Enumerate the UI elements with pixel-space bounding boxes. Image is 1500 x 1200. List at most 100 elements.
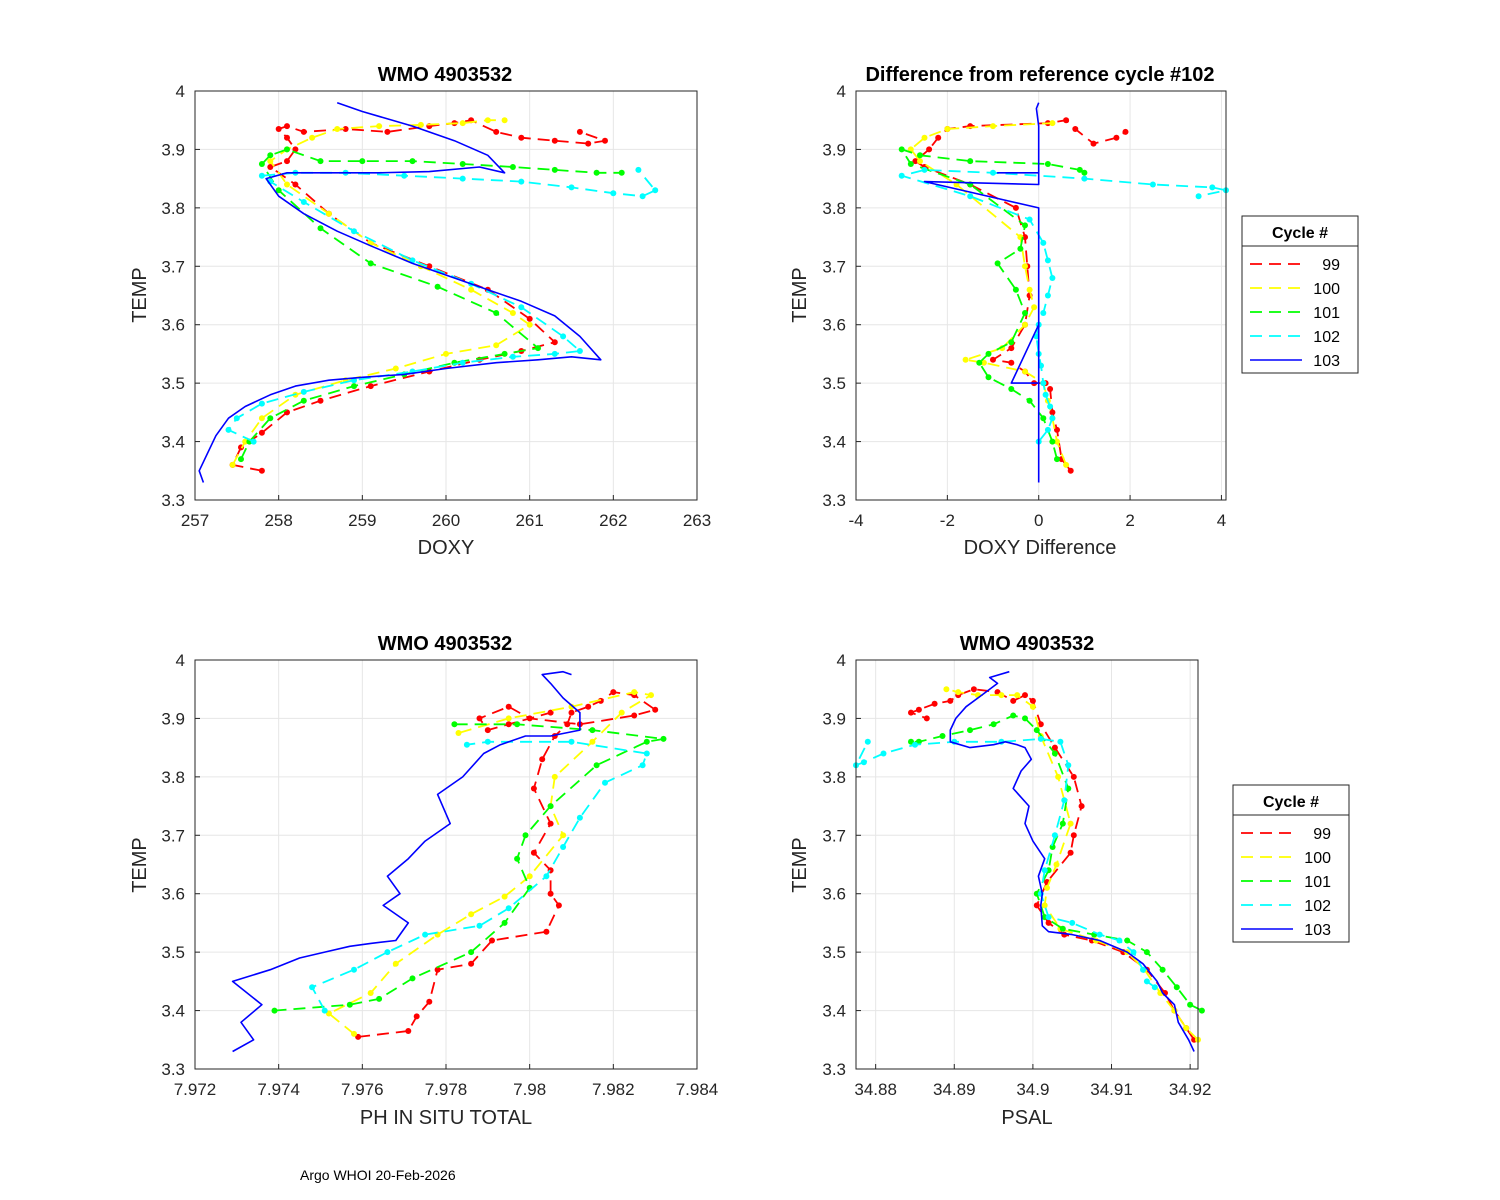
- data-point-cycle-99: [267, 164, 274, 170]
- data-point-cycle-102: [509, 353, 516, 360]
- data-point-cycle-101: [589, 727, 596, 734]
- data-point-cycle-101: [1081, 169, 1088, 176]
- panel-psal-plot-area: [856, 660, 1198, 1069]
- x-tick-label: 7.976: [341, 1080, 384, 1099]
- panel-ph-series: [231, 670, 667, 1053]
- data-point-cycle-101: [976, 359, 983, 366]
- data-point-cycle-102: [1042, 391, 1049, 398]
- data-point-cycle-100: [907, 146, 914, 153]
- data-point-cycle-100: [990, 123, 996, 130]
- data-point-cycle-101: [459, 161, 466, 167]
- data-point-cycle-101: [1143, 949, 1150, 956]
- data-point-cycle-100: [417, 121, 424, 128]
- data-point-cycle-102: [351, 966, 357, 973]
- data-point-cycle-99: [551, 137, 558, 144]
- y-tick-label: 4: [176, 82, 185, 101]
- y-tick-label: 3.5: [822, 943, 846, 962]
- data-point-cycle-99: [1070, 832, 1077, 839]
- data-point-cycle-99: [1090, 140, 1097, 147]
- data-point-cycle-102: [860, 759, 867, 766]
- x-tick-label: 259: [348, 511, 376, 530]
- data-point-cycle-100: [568, 703, 575, 710]
- data-point-cycle-101: [907, 161, 914, 167]
- y-tick-label: 3.5: [822, 374, 846, 393]
- series-line-cycle-103: [231, 670, 581, 1053]
- data-point-cycle-100: [367, 990, 374, 996]
- panel-psal-legend: Cycle # 99 100 101 102 103: [1232, 784, 1350, 943]
- data-point-cycle-100: [1055, 773, 1062, 780]
- data-point-cycle-99: [539, 756, 546, 763]
- data-point-cycle-100: [1041, 902, 1048, 909]
- y-tick-label: 3.9: [161, 709, 185, 728]
- data-point-cycle-99: [970, 686, 977, 693]
- data-point-cycle-99: [931, 700, 938, 707]
- data-point-cycle-99: [317, 397, 324, 404]
- data-point-cycle-99: [526, 715, 533, 722]
- data-point-cycle-99: [923, 715, 930, 722]
- data-point-cycle-102: [1051, 832, 1058, 839]
- data-point-cycle-100: [267, 158, 274, 165]
- data-point-cycle-99: [384, 128, 391, 135]
- data-point-cycle-102: [568, 738, 575, 745]
- data-point-cycle-100: [229, 461, 236, 468]
- data-point-cycle-102: [233, 415, 240, 422]
- x-tick-label: 260: [432, 511, 460, 530]
- data-point-cycle-99: [258, 467, 265, 474]
- data-point-cycle-99: [926, 146, 933, 153]
- data-point-cycle-99: [1045, 919, 1052, 926]
- data-point-cycle-101: [1059, 820, 1066, 827]
- series-line-cycle-102: [311, 740, 648, 1012]
- x-tick-label: 34.9: [1016, 1080, 1049, 1099]
- data-point-cycle-99: [489, 937, 495, 944]
- data-point-cycle-100: [455, 730, 462, 736]
- panel-psal: WMO 4903532 34.88 34.89 34.9 34.91 34.923.33…: [789, 633, 1350, 1129]
- panel-doxy-title: WMO 4903532: [378, 64, 513, 86]
- data-point-cycle-99: [547, 820, 554, 827]
- data-point-cycle-100: [468, 911, 475, 918]
- data-point-cycle-100: [589, 738, 596, 745]
- data-point-cycle-102: [1116, 937, 1123, 944]
- data-point-cycle-100: [242, 438, 249, 445]
- data-point-cycle-99: [284, 134, 290, 141]
- panel-diff-title: Difference from reference cycle #102: [865, 64, 1214, 86]
- data-point-cycle-101: [1008, 386, 1015, 392]
- data-point-cycle-99: [355, 1033, 362, 1040]
- data-point-cycle-100: [509, 310, 516, 316]
- data-point-cycle-102: [1195, 193, 1202, 200]
- x-tick-label: 34.88: [854, 1080, 897, 1099]
- data-point-cycle-99: [1033, 902, 1040, 909]
- data-point-cycle-100: [1183, 1025, 1190, 1032]
- data-point-cycle-99: [258, 429, 265, 436]
- panel-diff-ticks: -4 -2 0 2 4 3.3 3.4 3.5 3.6 3.7 3.8 3.9 4: [822, 82, 1226, 530]
- y-tick-label: 3.7: [822, 826, 846, 845]
- data-point-cycle-100: [1026, 286, 1033, 293]
- x-tick-label: 7.972: [174, 1080, 217, 1099]
- data-point-cycle-101: [267, 415, 274, 422]
- x-tick-label: 34.91: [1090, 1080, 1133, 1099]
- panel-psal-ticks: 34.88 34.89 34.9 34.91 34.92 3.3 3.4 3.5 3.6 3.7 3…: [822, 651, 1211, 1099]
- data-point-cycle-102: [568, 184, 575, 191]
- panel-psal-xlabel: PSAL: [1001, 1107, 1052, 1129]
- data-point-cycle-102: [1096, 931, 1103, 938]
- panel-doxy: WMO 4903532 257 258 259 260 261 262 263 3.3 3.4 3…: [129, 64, 711, 559]
- y-tick-label: 3.9: [822, 140, 846, 159]
- data-point-cycle-101: [275, 187, 282, 194]
- y-tick-label: 3.9: [822, 709, 846, 728]
- legend-title: Cycle #: [1272, 225, 1328, 242]
- panel-doxy-ylabel: TEMP: [129, 267, 151, 323]
- data-point-cycle-99: [1070, 773, 1077, 780]
- panel-diff-xlabel: DOXY Difference: [964, 537, 1117, 559]
- data-point-cycle-99: [1054, 426, 1060, 433]
- data-point-cycle-99: [505, 703, 512, 710]
- data-point-cycle-102: [1130, 949, 1137, 956]
- data-point-cycle-101: [1065, 785, 1072, 792]
- data-point-cycle-101: [967, 727, 973, 734]
- data-point-cycle-101: [1022, 715, 1028, 722]
- y-tick-label: 4: [837, 651, 846, 670]
- legend-label-cycle-103: 103: [1313, 353, 1340, 370]
- panel-psal-ylabel: TEMP: [789, 837, 811, 893]
- y-tick-label: 3.6: [822, 316, 846, 335]
- x-tick-label: 34.92: [1169, 1080, 1212, 1099]
- data-point-cycle-99: [1067, 849, 1074, 856]
- y-tick-label: 3.3: [161, 1060, 185, 1079]
